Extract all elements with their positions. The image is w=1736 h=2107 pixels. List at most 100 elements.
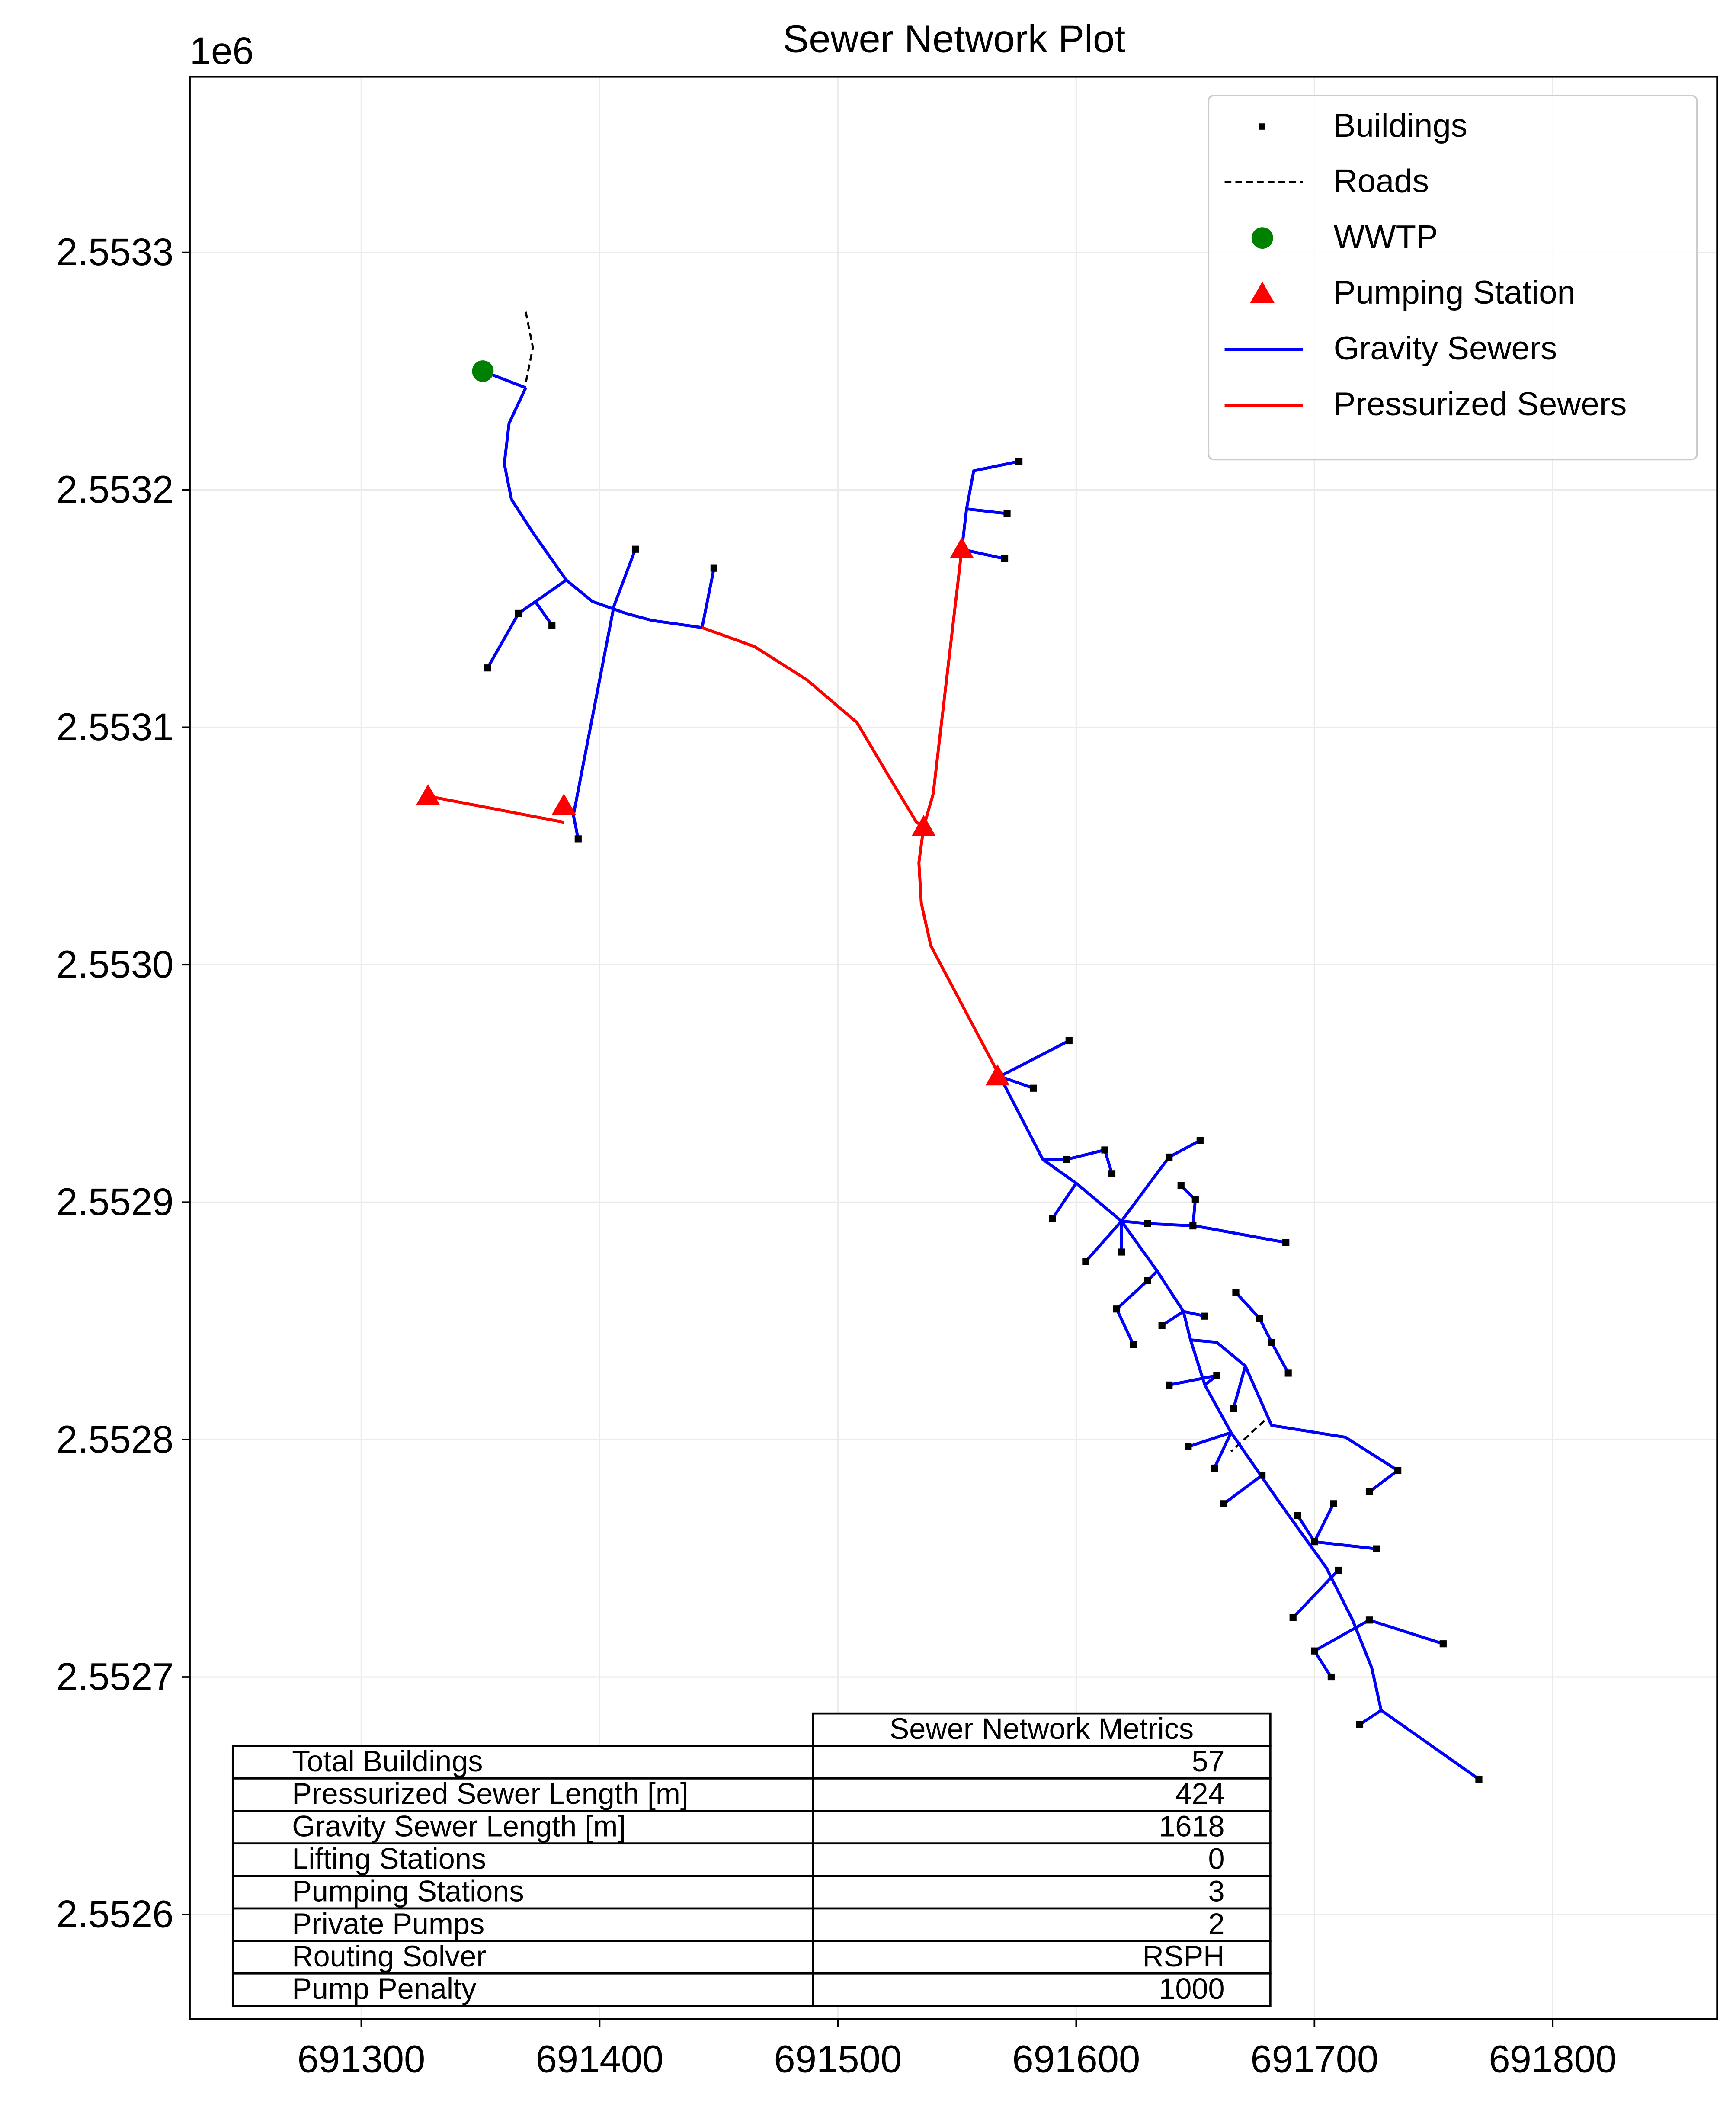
table-row-label: Pressurized Sewer Length [m] <box>292 1777 689 1810</box>
wwtp-marker <box>1251 227 1273 249</box>
table-cell <box>231 1810 814 1845</box>
sewer-line <box>1232 1366 1247 1409</box>
building-marker <box>1268 1338 1275 1346</box>
sewer-line <box>999 1039 1070 1078</box>
building-marker <box>631 545 639 553</box>
table-cell <box>812 1907 1272 1942</box>
building-marker <box>1394 1467 1402 1474</box>
building-marker <box>710 564 717 572</box>
table-cell <box>231 1842 814 1877</box>
y-tick-label: 2.5530 <box>56 943 173 986</box>
building-marker <box>1311 1647 1318 1655</box>
y-tick-label: 2.5532 <box>56 468 173 511</box>
legend-label: Buildings <box>1334 107 1467 144</box>
sewer-line <box>700 568 716 628</box>
building-marker <box>548 622 556 629</box>
sewer-line <box>534 600 554 626</box>
building-marker <box>515 609 522 617</box>
building-marker <box>1232 1289 1240 1296</box>
sewer-line <box>1314 1540 1377 1551</box>
sewer-line <box>1051 1182 1078 1220</box>
building-marker <box>1311 1538 1318 1546</box>
y-tick-label: 2.5527 <box>56 1655 173 1698</box>
building-marker <box>1144 1220 1151 1227</box>
building-marker <box>1003 510 1011 517</box>
table-row-label: Routing Solver <box>292 1940 486 1973</box>
table-cell <box>812 1940 1272 1975</box>
building-marker <box>1015 458 1023 465</box>
table-cell <box>812 1875 1272 1910</box>
building-marker <box>1365 1616 1373 1624</box>
building-marker <box>1185 1443 1192 1450</box>
table-row-label: Gravity Sewer Length [m] <box>292 1809 626 1843</box>
x-tick-label: 691700 <box>1250 2037 1378 2080</box>
y-tick-label: 2.5533 <box>56 231 173 273</box>
sewer-line <box>1313 1618 1444 1678</box>
building-marker <box>1201 1312 1208 1320</box>
legend-label: Roads <box>1334 163 1429 200</box>
building-marker <box>1282 1239 1290 1246</box>
legend-label: Pumping Station <box>1334 274 1576 311</box>
sewer-line <box>572 548 637 840</box>
offset-label: 1e6 <box>190 29 254 72</box>
sewer-line <box>1121 1219 1286 1244</box>
y-tick-label: 2.5531 <box>56 706 173 748</box>
building-marker <box>1289 1614 1297 1621</box>
building-marker <box>1166 1153 1173 1161</box>
sewer-line <box>922 549 964 827</box>
building-marker <box>1191 1196 1199 1203</box>
x-tick-label: 691600 <box>1012 2037 1140 2080</box>
sewer-line <box>966 507 1007 515</box>
building-marker <box>1259 1472 1266 1479</box>
pumping-station-marker <box>551 793 576 815</box>
table-row-value: 57 <box>1191 1745 1224 1778</box>
pumping-station-marker <box>1250 281 1275 303</box>
table-row-value: 3 <box>1208 1875 1225 1908</box>
building-marker <box>1335 1566 1342 1574</box>
building-marker <box>1189 1222 1197 1230</box>
building-marker <box>1327 1673 1335 1681</box>
building-marker <box>1284 1369 1292 1377</box>
table-row-label: Total Buildings <box>292 1745 483 1778</box>
sewer-line <box>1190 1338 1399 1472</box>
sewer-line <box>1043 1148 1114 1174</box>
legend-frame <box>1208 95 1698 461</box>
building-marker <box>1330 1500 1337 1507</box>
table-cell <box>231 1907 814 1942</box>
table-header: Sewer Network Metrics <box>890 1712 1194 1745</box>
table-cell <box>812 1972 1272 2007</box>
table-row-value: 0 <box>1208 1842 1225 1875</box>
building-marker <box>1439 1640 1447 1648</box>
building-marker <box>1108 1170 1116 1177</box>
sewer-line <box>1084 1139 1201 1263</box>
building-marker <box>1113 1305 1121 1313</box>
building-marker <box>1196 1137 1204 1144</box>
chart-title: Sewer Network Plot <box>783 17 1125 61</box>
sewer-line <box>1292 1569 1339 1619</box>
building-marker <box>1220 1500 1228 1507</box>
plot-area <box>416 311 1483 1783</box>
legend-label: Gravity Sewers <box>1334 330 1557 367</box>
table-row-value: 424 <box>1175 1777 1224 1810</box>
building-marker <box>1475 1775 1483 1783</box>
table-row-label: Pumping Stations <box>292 1875 524 1908</box>
sewer-line <box>1188 1431 1232 1448</box>
pumping-station-marker <box>911 815 936 836</box>
y-tick-label: 2.5526 <box>56 1893 173 1936</box>
building-marker <box>1211 1464 1218 1472</box>
grid <box>189 77 1717 2019</box>
building-marker <box>1259 123 1265 130</box>
x-tick-label: 691300 <box>297 2037 425 2080</box>
metrics-table: Sewer Network Metrics Total Buildings 57 Pr… <box>231 1712 1272 2007</box>
y-tick-label: 2.5529 <box>56 1180 173 1223</box>
table-row-value: 1618 <box>1159 1809 1224 1843</box>
table-row-label: Lifting Stations <box>292 1842 486 1875</box>
building-marker <box>1365 1488 1373 1495</box>
table-row-value: 1000 <box>1159 1972 1224 2005</box>
x-tick-label: 691800 <box>1489 2037 1617 2080</box>
sewer-line <box>960 460 1019 550</box>
building-marker <box>1356 1721 1364 1728</box>
table-row-value: RSPH <box>1142 1940 1224 1973</box>
